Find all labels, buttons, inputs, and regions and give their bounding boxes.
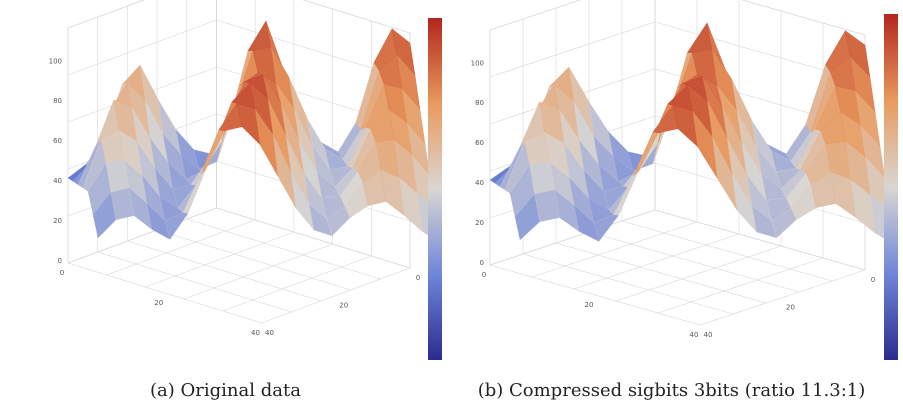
y-tick-label: 20	[339, 302, 348, 310]
z-tick-label: 100	[49, 57, 62, 65]
caption-compressed: (b) Compressed sigbits 3bits (ratio 11.3…	[477, 380, 866, 401]
z-tick-label: 40	[53, 177, 62, 185]
floor-grid-line	[127, 240, 321, 302]
grid-line	[67, 19, 217, 76]
caption-original: (a) Original data	[150, 380, 301, 401]
floor-grid-line	[157, 229, 351, 291]
x-tick-label: 40	[251, 329, 260, 337]
x-tick-label: 40	[690, 331, 699, 339]
z-tick-label: 0	[480, 259, 484, 267]
z-tick-label: 60	[53, 137, 62, 145]
surface	[489, 22, 896, 246]
colorbar	[884, 14, 898, 360]
floor-grid-line	[699, 269, 866, 326]
panel-compressed: 100 80 60 40 20 0 0 20 40 0 20 40 (b) Compressed si…	[452, 0, 903, 414]
floor-grid-line	[106, 219, 256, 276]
x-tick-label: 20	[585, 301, 594, 309]
surface-plot-compressed: 100 80 60 40 20 0 0 20 40 0 20 40	[471, 0, 898, 360]
y-tick-label: 40	[704, 331, 713, 339]
z-tick-label: 20	[53, 217, 62, 225]
y-tick-label: 0	[416, 274, 420, 282]
floor-grid-line	[145, 231, 295, 288]
axes-grid	[489, 0, 866, 326]
floor-grid-line	[97, 251, 292, 313]
axis-ticks: 100 80 60 40 20 0 0 20 40 0 20 40	[49, 57, 421, 337]
floor-grid-line	[657, 257, 824, 314]
floor-grid-line	[531, 221, 698, 278]
z-tick-label: 80	[475, 99, 484, 107]
y-tick-label: 20	[786, 304, 795, 312]
axis-ticks: 100 80 60 40 20 0 0 20 40 0 20 40	[471, 59, 876, 339]
x-tick-label: 20	[154, 299, 163, 307]
z-tick-label: 100	[471, 59, 484, 67]
floor-grid-line	[621, 220, 833, 282]
floor-grid-line	[615, 245, 782, 302]
surface-plot-original: 100 80 60 40 20 0 0 20 40 0 20 40	[49, 0, 442, 360]
z-tick-label: 20	[475, 219, 484, 227]
floor-grid-line	[183, 243, 333, 300]
z-tick-label: 40	[475, 179, 484, 187]
floor-grid-line	[261, 267, 411, 324]
floor-grid-line	[489, 264, 701, 326]
floor-grid-line	[216, 207, 411, 269]
z-tick-label: 0	[58, 257, 62, 265]
floor-grid-line	[67, 262, 262, 324]
colorbar	[428, 18, 442, 360]
floor-grid-line	[555, 242, 767, 304]
panel-original: 100 80 60 40 20 0 0 20 40 0 20 40 (a) Original data	[0, 0, 451, 414]
z-tick-label: 80	[53, 97, 62, 105]
surface-patch	[200, 129, 225, 175]
y-tick-label: 0	[871, 276, 875, 284]
floor-grid-line	[588, 231, 800, 293]
z-tick-label: 60	[475, 139, 484, 147]
x-tick-label: 0	[482, 271, 486, 279]
grid-line	[489, 21, 656, 78]
x-tick-label: 0	[60, 269, 64, 277]
floor-grid-line	[67, 207, 217, 264]
floor-grid-line	[522, 253, 734, 315]
floor-grid-line	[186, 218, 381, 280]
floor-grid-line	[222, 255, 372, 312]
y-tick-label: 40	[265, 329, 274, 337]
floor-grid-line	[573, 233, 740, 290]
floor-grid-line	[654, 209, 866, 271]
floor-grid-line	[489, 209, 656, 266]
